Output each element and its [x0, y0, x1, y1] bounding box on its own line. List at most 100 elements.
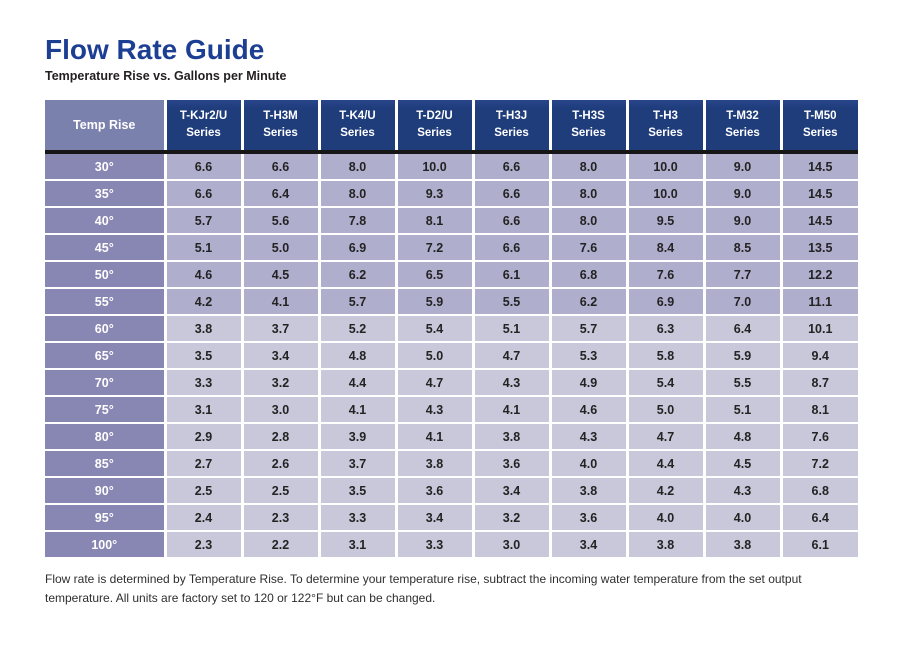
- flow-value-cell: 7.6: [779, 422, 858, 450]
- flow-value-cell: 5.7: [317, 287, 396, 315]
- flow-value-cell: 2.9: [163, 422, 242, 450]
- temp-rise-cell: 55°: [45, 287, 165, 315]
- flow-value-cell: 5.8: [625, 341, 704, 369]
- temp-rise-cell: 45°: [45, 233, 165, 261]
- flow-value-cell: 6.3: [625, 314, 704, 342]
- flow-value-cell: 7.0: [702, 287, 781, 315]
- flow-value-cell: 4.0: [625, 503, 704, 531]
- flow-value-cell: 5.2: [317, 314, 396, 342]
- flow-value-cell: 3.3: [163, 368, 242, 396]
- flow-value-cell: 7.8: [317, 206, 396, 234]
- flow-value-cell: 6.4: [779, 503, 858, 531]
- flow-value-cell: 8.7: [779, 368, 858, 396]
- flow-value-cell: 2.3: [163, 530, 242, 557]
- table-row: 50° 4.6 4.5 6.2 6.5 6.1 6.8 7.6 7.7 12.2: [45, 260, 858, 288]
- flow-value-cell: 5.4: [394, 314, 473, 342]
- flow-rate-table: Temp Rise T-KJr2/U Series T-H3M Series T-K4/U…: [45, 100, 858, 557]
- flow-value-cell: 3.9: [317, 422, 396, 450]
- flow-value-cell: 6.8: [779, 476, 858, 504]
- flow-value-cell: 4.1: [240, 287, 319, 315]
- flow-value-cell: 5.1: [702, 395, 781, 423]
- flow-value-cell: 3.4: [240, 341, 319, 369]
- series-column-header: T-H3 Series: [625, 100, 704, 154]
- table-row: 95° 2.4 2.3 3.3 3.4 3.2 3.6 4.0 4.0 6.4: [45, 503, 858, 531]
- table-row: 70° 3.3 3.2 4.4 4.7 4.3 4.9 5.4 5.5 8.7: [45, 368, 858, 396]
- flow-value-cell: 3.6: [471, 449, 550, 477]
- flow-value-cell: 6.5: [394, 260, 473, 288]
- flow-value-cell: 3.2: [240, 368, 319, 396]
- flow-value-cell: 8.0: [317, 151, 396, 180]
- flow-value-cell: 14.5: [779, 206, 858, 234]
- flow-value-cell: 4.2: [163, 287, 242, 315]
- flow-value-cell: 4.7: [471, 341, 550, 369]
- temp-rise-cell: 65°: [45, 341, 165, 369]
- series-column-header: T-K4/U Series: [317, 100, 396, 154]
- flow-value-cell: 13.5: [779, 233, 858, 261]
- flow-value-cell: 14.5: [779, 151, 858, 180]
- flow-value-cell: 4.4: [625, 449, 704, 477]
- flow-value-cell: 6.1: [471, 260, 550, 288]
- flow-value-cell: 2.5: [240, 476, 319, 504]
- temp-rise-column-header: Temp Rise: [45, 100, 165, 154]
- flow-value-cell: 4.9: [548, 368, 627, 396]
- flow-value-cell: 4.6: [548, 395, 627, 423]
- flow-value-cell: 5.5: [471, 287, 550, 315]
- flow-value-cell: 5.0: [625, 395, 704, 423]
- temp-rise-cell: 50°: [45, 260, 165, 288]
- flow-value-cell: 5.1: [163, 233, 242, 261]
- flow-value-cell: 6.6: [471, 233, 550, 261]
- flow-value-cell: 3.8: [702, 530, 781, 557]
- flow-value-cell: 2.4: [163, 503, 242, 531]
- flow-value-cell: 7.7: [702, 260, 781, 288]
- series-column-header: T-H3S Series: [548, 100, 627, 154]
- flow-value-cell: 5.0: [394, 341, 473, 369]
- flow-value-cell: 3.8: [548, 476, 627, 504]
- flow-value-cell: 6.9: [625, 287, 704, 315]
- flow-value-cell: 3.8: [163, 314, 242, 342]
- flow-value-cell: 4.0: [702, 503, 781, 531]
- flow-value-cell: 5.9: [394, 287, 473, 315]
- flow-value-cell: 4.3: [471, 368, 550, 396]
- flow-value-cell: 6.6: [471, 179, 550, 207]
- flow-value-cell: 2.5: [163, 476, 242, 504]
- table-row: 65° 3.5 3.4 4.8 5.0 4.7 5.3 5.8 5.9 9.4: [45, 341, 858, 369]
- flow-value-cell: 5.9: [702, 341, 781, 369]
- flow-value-cell: 8.5: [702, 233, 781, 261]
- flow-value-cell: 3.4: [471, 476, 550, 504]
- series-column-header: T-M50 Series: [779, 100, 858, 154]
- flow-value-cell: 9.0: [702, 206, 781, 234]
- flow-value-cell: 3.7: [317, 449, 396, 477]
- flow-value-cell: 5.0: [240, 233, 319, 261]
- flow-value-cell: 10.0: [394, 151, 473, 180]
- flow-value-cell: 8.0: [317, 179, 396, 207]
- flow-value-cell: 2.8: [240, 422, 319, 450]
- flow-value-cell: 8.0: [548, 206, 627, 234]
- flow-value-cell: 7.6: [625, 260, 704, 288]
- flow-value-cell: 10.0: [625, 179, 704, 207]
- flow-value-cell: 7.2: [394, 233, 473, 261]
- flow-value-cell: 6.9: [317, 233, 396, 261]
- table-row: 85° 2.7 2.6 3.7 3.8 3.6 4.0 4.4 4.5 7.2: [45, 449, 858, 477]
- flow-value-cell: 5.6: [240, 206, 319, 234]
- flow-value-cell: 11.1: [779, 287, 858, 315]
- series-column-header: T-H3M Series: [240, 100, 319, 154]
- flow-value-cell: 6.6: [471, 206, 550, 234]
- temp-rise-cell: 30°: [45, 151, 165, 180]
- flow-value-cell: 3.1: [317, 530, 396, 557]
- flow-value-cell: 4.7: [625, 422, 704, 450]
- flow-value-cell: 8.0: [548, 179, 627, 207]
- flow-value-cell: 9.0: [702, 179, 781, 207]
- temp-rise-cell: 75°: [45, 395, 165, 423]
- flow-value-cell: 4.5: [240, 260, 319, 288]
- table-row: 35° 6.6 6.4 8.0 9.3 6.6 8.0 10.0 9.0 14.5: [45, 179, 858, 207]
- table-row: 100° 2.3 2.2 3.1 3.3 3.0 3.4 3.8 3.8 6.1: [45, 530, 858, 557]
- flow-value-cell: 5.5: [702, 368, 781, 396]
- flow-value-cell: 3.8: [625, 530, 704, 557]
- flow-value-cell: 6.4: [702, 314, 781, 342]
- flow-value-cell: 5.3: [548, 341, 627, 369]
- flow-value-cell: 3.0: [471, 530, 550, 557]
- flow-value-cell: 8.0: [548, 151, 627, 180]
- flow-value-cell: 3.7: [240, 314, 319, 342]
- flow-value-cell: 3.3: [317, 503, 396, 531]
